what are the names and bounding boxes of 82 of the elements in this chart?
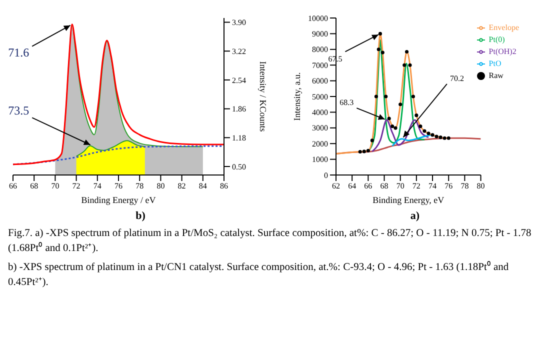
annotation: 70.2 — [450, 74, 464, 83]
x-tick-label: 62 — [332, 182, 340, 191]
y-axis-title: Intensity, a.u. — [292, 72, 302, 121]
annotation: 73.5 — [8, 104, 30, 118]
legend-label: Pt(OH)2 — [488, 47, 516, 56]
point — [358, 150, 362, 154]
point — [370, 138, 374, 142]
x-tick-label: 78 — [136, 182, 144, 191]
y-tick-label: 9000 — [312, 30, 328, 39]
point — [438, 136, 442, 140]
x-tick-label: 86 — [220, 182, 228, 191]
point — [418, 124, 422, 128]
x-tick-label: 82 — [178, 182, 186, 191]
x-tick-label: 70 — [396, 182, 404, 191]
y-tick-label: 1.18 — [232, 134, 246, 142]
point — [362, 150, 366, 154]
x-tick-label: 76 — [114, 182, 122, 191]
point — [426, 132, 430, 136]
point — [374, 94, 378, 98]
point — [398, 102, 402, 106]
y-tick-label: 1000 — [312, 155, 328, 164]
x-tick-label: 80 — [476, 182, 485, 191]
x-tick-label: 68 — [380, 182, 388, 191]
text: b) — [136, 210, 146, 222]
y-tick-label: 3000 — [312, 124, 328, 133]
point — [405, 50, 409, 54]
y-tick-label: 1.86 — [232, 104, 246, 114]
point — [384, 94, 388, 98]
legend-label: Raw — [488, 71, 504, 80]
y-tick-label: 3.90 — [232, 18, 246, 28]
legend-label: Pt(0) — [488, 35, 505, 44]
x-tick-label: 70 — [51, 182, 60, 191]
point — [446, 136, 450, 140]
legend-label: PtO — [488, 59, 502, 68]
point — [408, 63, 412, 67]
x-tick-label: 64 — [348, 182, 356, 191]
point — [434, 134, 438, 138]
y-tick-label: 2.54 — [232, 76, 246, 85]
x-tick-label: 78 — [460, 182, 469, 191]
legend-label: Envelope — [488, 23, 519, 32]
x-axis-title: Binding Energy / eV — [81, 195, 156, 205]
y-tick-label: 4000 — [312, 108, 328, 118]
point — [414, 114, 418, 118]
point — [378, 32, 382, 36]
x-tick-label: 72 — [412, 182, 420, 191]
y-tick-label: 0 — [324, 170, 328, 180]
point — [376, 48, 380, 52]
x-tick-label: 66 — [9, 182, 17, 191]
point — [380, 50, 384, 54]
text: a) — [410, 210, 420, 222]
y-tick-label: 10000 — [308, 14, 328, 23]
point — [366, 148, 370, 152]
x-tick-label: 84 — [198, 182, 207, 191]
line-series — [367, 39, 426, 152]
x-tick-label: 72 — [72, 182, 80, 191]
x-axis-title: Binding Energy, eV — [372, 195, 445, 205]
annotation: 71.6 — [8, 45, 30, 60]
y-tick-label: 2000 — [312, 139, 328, 148]
x-tick-label: 76 — [444, 182, 453, 191]
y-axis-title: Intensity / KCounts — [258, 61, 268, 132]
point — [411, 94, 415, 98]
point — [394, 126, 398, 130]
x-tick-label: 74 — [428, 182, 437, 191]
point — [430, 133, 434, 137]
x-tick-label: 80 — [156, 182, 165, 191]
x-tick-label: 66 — [364, 182, 372, 191]
point — [442, 136, 446, 140]
annotation: 68.3 — [340, 98, 354, 108]
point — [402, 63, 406, 67]
x-tick-label: 68 — [30, 182, 38, 191]
point — [422, 129, 426, 133]
y-tick-label: 5000 — [312, 92, 328, 102]
y-tick-label: 0.50 — [232, 162, 246, 172]
point — [390, 124, 394, 128]
text: b) -XPS spectrum of platinum in a Pt/CN1 catalyst. Surface composition, at.%: C-93.4; O - 4.96; Pt - 1.63 (1.18Pt⁰ and 0.45Pt²⁺). — [8, 262, 509, 288]
y-tick-label: 3.22 — [232, 46, 246, 56]
x-tick-label: 74 — [93, 182, 102, 191]
point — [387, 116, 391, 120]
y-tick-label: 6000 — [312, 76, 328, 86]
y-tick-label: 7000 — [312, 60, 328, 70]
caption: Fig.7. a) -XPS spectrum of platinum in a Pt/MoS₂ catalyst. Surface composition, at%: C - 86.27; O - 11.19; N 0.75; Pt - 1.78 (1.68Pt⁰ and 0.1Pt²⁺). — [8, 228, 532, 254]
y-tick-label: 8000 — [312, 45, 328, 54]
